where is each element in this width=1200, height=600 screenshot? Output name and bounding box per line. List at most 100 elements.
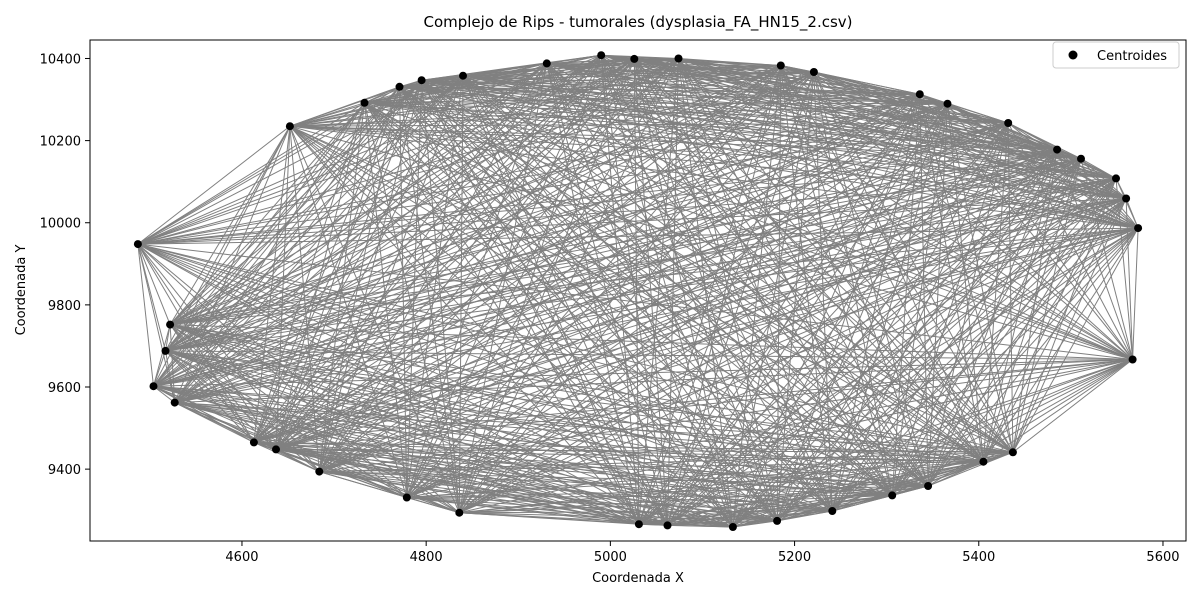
rips-edge [165, 350, 1013, 453]
rips-edge [275, 80, 423, 450]
rips-edge [983, 359, 1133, 463]
rips-edge [1007, 122, 1134, 360]
rips-edge [319, 198, 1127, 473]
rips-edge [832, 359, 1133, 512]
rips-edge [169, 75, 464, 325]
rips-edge [891, 103, 948, 496]
rips-edge [638, 149, 1058, 525]
rips-edge [1007, 122, 1139, 229]
rips-edge [732, 227, 1139, 528]
y-tick-label: 10400 [40, 52, 81, 67]
rips-edge [638, 198, 1127, 525]
rips-edge [406, 54, 602, 498]
rips-edge [831, 122, 1009, 512]
rips-edge [780, 65, 893, 496]
rips-edge [634, 58, 948, 105]
rips-edge [776, 103, 948, 522]
rips-edge [667, 494, 893, 526]
rips-edge [406, 227, 1139, 498]
rips-edge [165, 350, 1133, 360]
rips-edge [634, 58, 1127, 199]
chart-title: Complejo de Rips - tumorales (dysplasia_… [423, 13, 852, 32]
rips-edge [546, 63, 640, 525]
rips-edge [399, 86, 668, 526]
rips-edge [458, 63, 548, 513]
rips-edge [462, 75, 640, 525]
centroid-point [249, 438, 258, 447]
rips-edge [947, 103, 1014, 453]
rips-edge [546, 63, 833, 512]
rips-edge [253, 177, 1117, 443]
rips-edge [289, 125, 778, 522]
points-layer [133, 51, 1143, 531]
rips-edge [153, 385, 734, 528]
rips-edge [633, 58, 668, 526]
rips-edge [169, 324, 778, 522]
rips-edge [421, 79, 640, 525]
rips-edge [174, 149, 1058, 404]
rips-edge [406, 80, 423, 498]
rips-edge [919, 94, 984, 462]
rips-edge [667, 227, 1139, 526]
rips-edge [947, 103, 1139, 229]
rips-edge [421, 79, 1082, 160]
rips-edge [813, 71, 1014, 453]
rips-edge [1007, 122, 1127, 199]
rips-edge [318, 75, 464, 472]
rips-edge [153, 86, 400, 387]
rips-edge [667, 58, 679, 526]
centroid-point [979, 457, 988, 466]
rips-edge [364, 102, 408, 498]
rips-edge [462, 75, 1009, 124]
rips-edge [458, 75, 464, 513]
rips-edge [780, 65, 1117, 179]
centroid-point [402, 493, 411, 502]
x-tick-label: 5400 [962, 550, 995, 565]
rips-edge [421, 79, 734, 528]
centroid-point [597, 51, 606, 60]
centroid-point [1004, 119, 1013, 127]
rips-edge [678, 58, 929, 487]
centroid-point [285, 122, 294, 131]
rips-edge [153, 385, 929, 487]
rips-edge [459, 512, 778, 522]
rips-edge [600, 54, 893, 496]
rips-edge [919, 93, 1133, 360]
y-axis-label: Coordenada Y [14, 245, 29, 336]
rips-edge [831, 103, 948, 512]
rips-edge [633, 58, 734, 528]
x-tick-label: 5200 [778, 550, 811, 565]
rips-edge [137, 79, 422, 245]
rips-edge [634, 58, 1139, 229]
rips-edge [667, 485, 929, 526]
rips-edge [732, 178, 1117, 528]
rips-edge [732, 198, 1127, 528]
rips-edge [813, 71, 1117, 179]
rips-edge [1012, 198, 1127, 453]
rips-edge [927, 122, 1009, 487]
rips-edge [678, 58, 1014, 453]
rips-edge [364, 79, 422, 104]
rips-edge [399, 86, 1133, 360]
rips-edge [776, 71, 815, 521]
centroid-point [915, 90, 924, 99]
rips-edge [253, 58, 679, 443]
rips-edge [406, 65, 782, 498]
rips-edge [1012, 149, 1058, 453]
rips-edge [776, 149, 1058, 522]
rips-edge [421, 79, 833, 512]
rips-edge [600, 55, 734, 528]
rips-edge [318, 80, 423, 472]
centroid-point [1112, 174, 1120, 183]
rips-edge [831, 198, 1127, 512]
rips-edge [732, 149, 1058, 528]
rips-edge [927, 451, 1014, 487]
rips-edge [776, 198, 1127, 522]
rips-edge [634, 58, 781, 66]
rips-edge [982, 178, 1117, 462]
rips-edge [780, 65, 984, 462]
rips-edge [780, 65, 1082, 160]
legend-marker [1068, 50, 1078, 60]
rips-edge [399, 86, 929, 487]
